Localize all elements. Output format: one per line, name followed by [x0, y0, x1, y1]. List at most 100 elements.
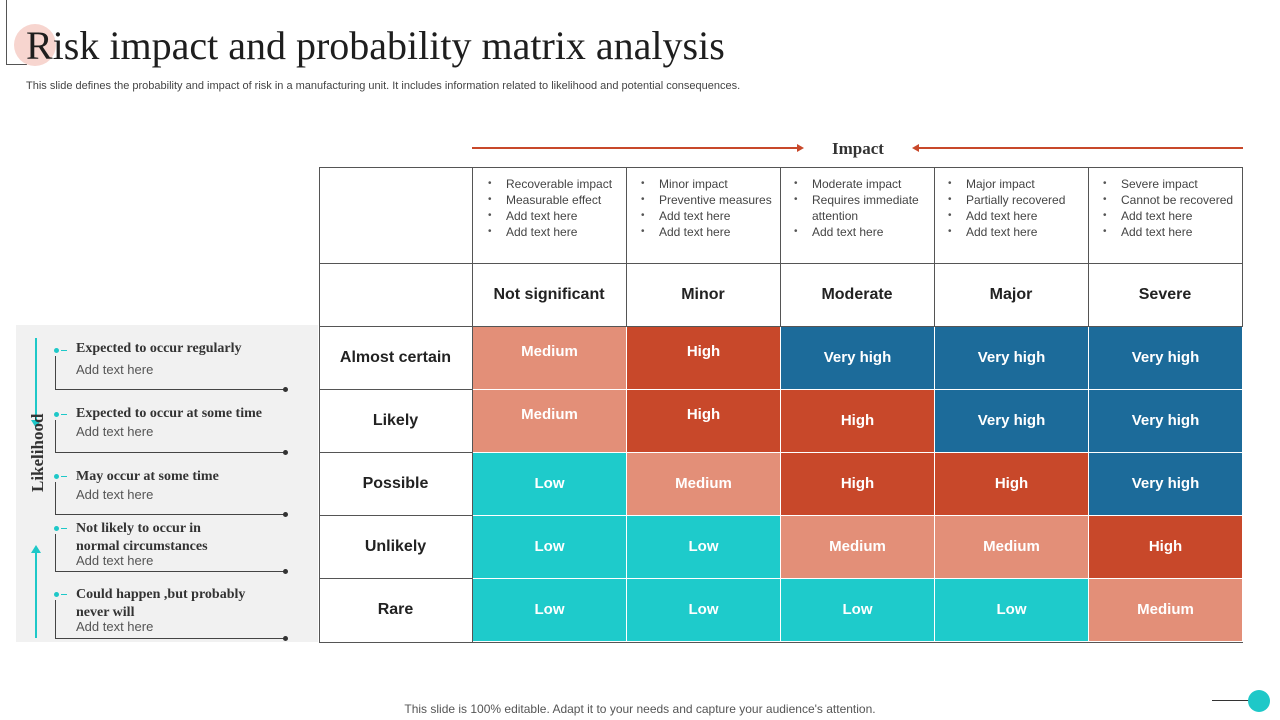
risk-matrix: Medium High Very high Very high Very high Med… — [473, 327, 1243, 643]
title-circle-decoration — [14, 24, 56, 66]
matrix-cell: High — [1089, 516, 1243, 579]
item-bullet-line — [61, 594, 67, 595]
item-bullet-icon — [54, 412, 59, 417]
item-bullet-line — [61, 528, 67, 529]
impact-arrow-right-icon — [797, 144, 804, 152]
column-header-severe: Severe — [1138, 286, 1192, 303]
item-bracket-vline — [55, 482, 56, 515]
grid-col-line-4 — [1088, 167, 1089, 327]
footer-decoration-dot — [1248, 690, 1270, 712]
desc-item: Add text here — [641, 208, 775, 224]
item-bracket-vline — [55, 356, 56, 390]
desc-item: Add text here — [1103, 224, 1237, 240]
matrix-cell: Very high — [1089, 327, 1243, 390]
item-bullet-line — [61, 350, 67, 351]
likelihood-item-sub: Add text here — [76, 553, 154, 568]
matrix-cell: Medium — [473, 390, 627, 453]
likelihood-arrow-up-icon — [31, 545, 41, 553]
desc-item: Add text here — [1103, 208, 1237, 224]
item-bracket-hline — [55, 452, 285, 453]
desc-item: Moderate impact — [794, 176, 928, 192]
matrix-cell: High — [627, 327, 781, 390]
grid-bottom-line — [319, 642, 1243, 643]
grid-mid-line — [319, 263, 1243, 264]
desc-item: Severe impact — [1103, 176, 1237, 192]
likelihood-item-title: Expected to occur regularly — [76, 341, 242, 356]
desc-item: Preventive measures — [641, 192, 775, 208]
likelihood-panel — [16, 325, 318, 642]
matrix-cell: Very high — [1089, 453, 1243, 516]
desc-item: Measurable effect — [488, 192, 622, 208]
row-header-rare: Rare — [377, 601, 414, 618]
matrix-cell: Low — [781, 579, 935, 642]
matrix-cell: High — [627, 390, 781, 453]
item-bullet-line — [61, 414, 67, 415]
matrix-cell: Very high — [1089, 390, 1243, 453]
desc-item: Recoverable impact — [488, 176, 622, 192]
desc-item: Minor impact — [641, 176, 775, 192]
likelihood-item-sub: Add text here — [76, 487, 154, 502]
matrix-cell: Very high — [935, 327, 1089, 390]
desc-item: Add text here — [641, 224, 775, 240]
impact-label: Impact — [832, 139, 884, 158]
page-subtitle: This slide defines the probability and i… — [26, 80, 741, 92]
matrix-cell: Very high — [935, 390, 1089, 453]
desc-item: Add text here — [948, 224, 1082, 240]
likelihood-item-title: May occur at some time — [76, 469, 219, 484]
column-header-not-significant: Not significant — [493, 286, 605, 303]
row-line-3 — [319, 515, 472, 516]
desc-item: Add text here — [948, 208, 1082, 224]
desc-item: Cannot be recovered — [1103, 192, 1237, 208]
row-header-unlikely: Unlikely — [364, 538, 427, 555]
impact-desc-severe: Severe impact Cannot be recovered Add te… — [1101, 176, 1237, 240]
matrix-cell: Low — [473, 516, 627, 579]
grid-col-line-3 — [934, 167, 935, 327]
desc-item: Partially recovered — [948, 192, 1082, 208]
impact-desc-moderate: Moderate impact Requires immediate atten… — [792, 176, 928, 240]
row-line-2 — [319, 452, 472, 453]
impact-arrow-right-line — [472, 147, 798, 149]
likelihood-label: Likelihood — [28, 413, 47, 492]
likelihood-arrow-bottom-line — [35, 552, 37, 638]
matrix-cell: Medium — [935, 516, 1089, 579]
item-bracket-vline — [55, 420, 56, 453]
likelihood-item-sub: Add text here — [76, 619, 154, 634]
impact-arrow-left-line — [919, 147, 1243, 149]
page-title: Risk impact and probability matrix analy… — [26, 23, 725, 68]
matrix-cell: Medium — [473, 327, 627, 390]
footer-decoration-line — [1212, 700, 1252, 701]
title-bracket-decoration — [6, 0, 27, 65]
row-line-4 — [319, 578, 472, 579]
impact-arrow-left-icon — [912, 144, 919, 152]
grid-header-bottom-line — [319, 326, 1243, 327]
matrix-cell: Medium — [1089, 579, 1243, 642]
grid-left-line — [319, 167, 320, 643]
matrix-cell: Low — [473, 453, 627, 516]
likelihood-arrow-down-icon — [31, 420, 41, 428]
item-bullet-icon — [54, 474, 59, 479]
footer-note: This slide is 100% editable. Adapt it to… — [404, 702, 876, 716]
desc-item: Requires immediate attention — [794, 192, 928, 224]
likelihood-item-sub: Add text here — [76, 362, 154, 377]
item-bracket-hline — [55, 571, 285, 572]
item-bracket-vline — [55, 600, 56, 639]
row-line-1 — [319, 389, 472, 390]
matrix-cell: Medium — [627, 453, 781, 516]
impact-desc-minor: Minor impact Preventive measures Add tex… — [639, 176, 775, 240]
item-bullet-icon — [54, 592, 59, 597]
matrix-cell: High — [781, 453, 935, 516]
likelihood-arrow-top-line — [35, 338, 37, 422]
item-end-dot-icon — [283, 569, 288, 574]
matrix-cell: High — [781, 390, 935, 453]
impact-desc-not-significant: Recoverable impact Measurable effect Add… — [486, 176, 622, 240]
grid-col-line-1 — [626, 167, 627, 327]
likelihood-item-sub: Add text here — [76, 424, 154, 439]
impact-desc-major: Major impact Partially recovered Add tex… — [946, 176, 1082, 240]
grid-rowhead-line — [472, 167, 473, 643]
matrix-cell: Very high — [781, 327, 935, 390]
column-header-moderate: Moderate — [821, 286, 893, 303]
item-bracket-hline — [55, 638, 285, 639]
likelihood-item-title: Not likely to occur in normal circumstan… — [76, 521, 208, 554]
item-end-dot-icon — [283, 387, 288, 392]
desc-item: Add text here — [488, 208, 622, 224]
